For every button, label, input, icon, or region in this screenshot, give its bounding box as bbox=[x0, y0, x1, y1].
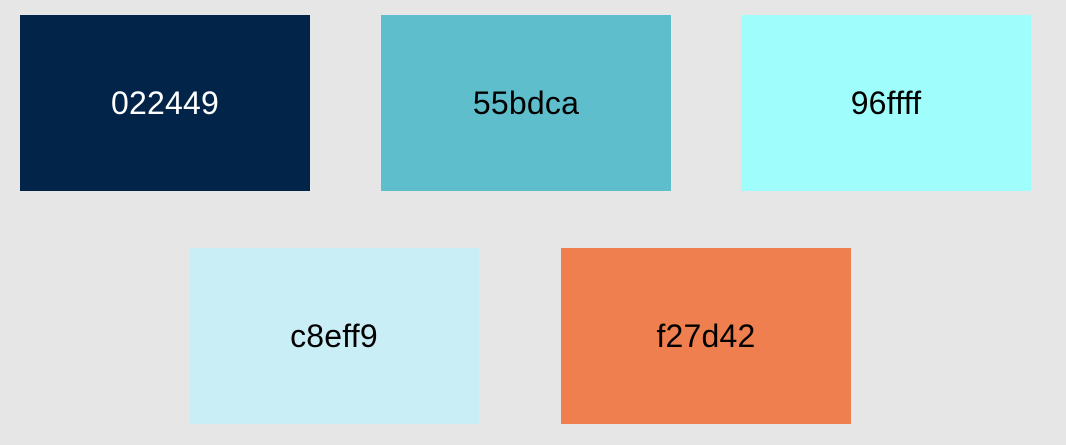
color-swatch-022449: 022449 bbox=[20, 15, 310, 191]
swatch-hex-label: 022449 bbox=[111, 85, 219, 121]
swatch-hex-label: 96ffff bbox=[850, 85, 922, 121]
swatch-hex-label: f27d42 bbox=[656, 318, 756, 354]
color-swatch-96ffff: 96ffff bbox=[741, 15, 1031, 191]
color-swatch-c8eff9: c8eff9 bbox=[189, 248, 479, 424]
swatch-hex-label: 55bdca bbox=[472, 85, 580, 121]
color-swatch-55bdca: 55bdca bbox=[381, 15, 671, 191]
swatch-hex-label: c8eff9 bbox=[290, 318, 378, 354]
color-swatch-f27d42: f27d42 bbox=[561, 248, 851, 424]
